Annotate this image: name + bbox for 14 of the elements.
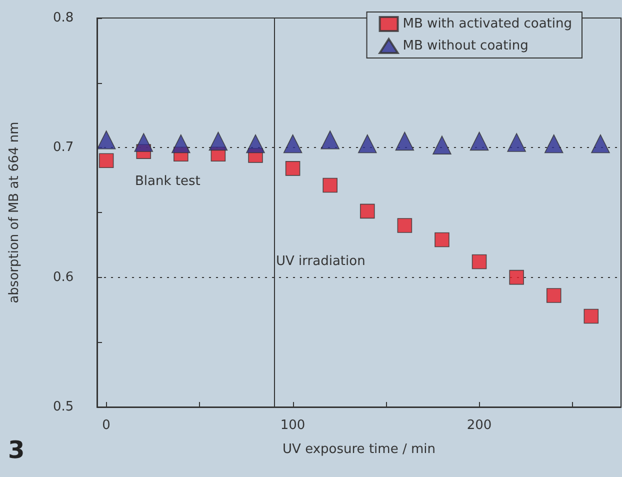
y-axis-title: absorption of MB at 664 nm [7,122,22,304]
legend-label: MB without coating [402,38,528,54]
x-tick-label: 0 [102,418,110,433]
annotation: UV irradiation [276,254,366,269]
text: 3 [8,436,25,464]
annotation: Blank test [135,174,200,189]
y-tick-label: 0.6 [53,270,74,285]
x-tick-label: 200 [466,418,492,433]
y-tick-label: 0.5 [53,400,74,414]
y-tick-label: 0.8 [53,10,74,26]
legend-label: MB with activated coating [402,16,572,32]
x-axis-title: UV exposure time / min [282,442,436,457]
x-tick-label: 100 [280,418,306,433]
y-tick-label: 0.7 [53,140,74,156]
